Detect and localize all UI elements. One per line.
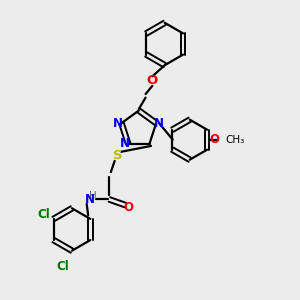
Text: N: N bbox=[113, 117, 123, 130]
Text: N: N bbox=[85, 193, 94, 206]
Text: N: N bbox=[154, 117, 164, 130]
Text: H: H bbox=[89, 191, 97, 201]
Text: O: O bbox=[209, 133, 219, 146]
Text: N: N bbox=[120, 137, 130, 150]
Text: O: O bbox=[124, 201, 134, 214]
Text: O: O bbox=[147, 74, 158, 87]
Text: CH₃: CH₃ bbox=[225, 135, 244, 145]
Text: Cl: Cl bbox=[37, 208, 50, 221]
Text: Cl: Cl bbox=[57, 260, 70, 273]
Text: S: S bbox=[113, 149, 122, 162]
